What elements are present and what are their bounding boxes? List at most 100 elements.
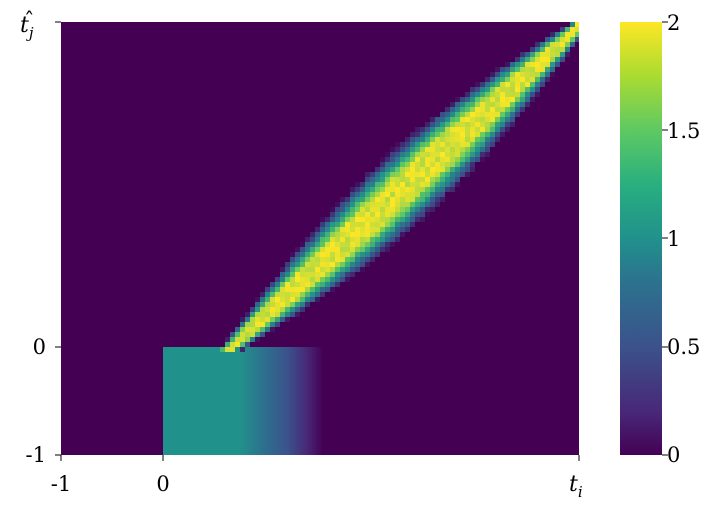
heatmap-cell [315,272,320,277]
heatmap-cell [350,237,355,242]
heatmap-cell [235,332,240,337]
heatmap-cell [480,152,485,157]
heatmap-cell [295,312,300,317]
heatmap-cell [575,27,579,32]
heatmap-cell [335,272,340,277]
heatmap-cell [310,242,315,247]
heatmap-cell [370,207,375,212]
heatmap-cell [320,222,325,227]
heatmap-cell [395,212,400,217]
heatmap-cell [315,277,320,282]
heatmap-cell [565,47,570,52]
heatmap-cell [540,72,545,77]
heatmap-cell [430,202,435,207]
heatmap-cell [365,182,370,187]
heatmap-cell [340,242,345,247]
heatmap-cell [415,127,420,132]
heatmap-cell [400,192,405,197]
heatmap-cell [245,322,250,327]
heatmap-cell [350,187,355,192]
heatmap-cell [385,242,390,247]
heatmap-cell [405,217,410,222]
heatmap-cell [380,162,385,167]
heatmap-cell [535,52,540,57]
heatmap-cell [320,242,325,247]
heatmap-cell [375,242,380,247]
heatmap-cell [300,307,305,312]
heatmap-cell [425,132,430,137]
heatmap-cell [355,267,360,272]
heatmap-cell [435,142,440,147]
heatmap-cell [320,237,325,242]
heatmap-cell [520,67,525,72]
heatmap-cell [335,207,340,212]
heatmap-cell [385,162,390,167]
heatmap-cell [415,157,420,162]
heatmap-cell [575,32,579,37]
heatmap-cell [355,257,360,262]
heatmap-cell [450,182,455,187]
heatmap-cell [420,167,425,172]
heatmap-cell [405,142,410,147]
heatmap-cell [370,212,375,217]
heatmap-cell [390,182,395,187]
heatmap-cell [450,137,455,142]
heatmap-cell [355,197,360,202]
heatmap-cell [465,147,470,152]
heatmap-cell [455,132,460,137]
heatmap-cell [495,97,500,102]
heatmap-cell [375,187,380,192]
heatmap-cell [305,242,310,247]
heatmap-cell [395,177,400,182]
heatmap-cell [320,247,325,252]
heatmap-cell [435,197,440,202]
heatmap-cell [460,152,465,157]
heatmap-cell [460,132,465,137]
y-axis-label: tj ˆ [20,9,35,42]
heatmap-cell [375,172,380,177]
heatmap-cell [365,237,370,242]
heatmap-cell [395,197,400,202]
heatmap-cell [390,167,395,172]
heatmap-cell [470,142,475,147]
heatmap-cell [370,227,375,232]
heatmap-cell [295,292,300,297]
heatmap-cell [515,102,520,107]
heatmap-cell [440,187,445,192]
heatmap-cell [400,177,405,182]
heatmap-cell [390,242,395,247]
heatmap-cell [535,77,540,82]
heatmap-cell [510,97,515,102]
heatmap-cell [565,52,570,57]
heatmap-cell [485,107,490,112]
heatmap-cell [335,247,340,252]
heatmap-cell [505,67,510,72]
heatmap-cell [545,52,550,57]
heatmap-cell [360,247,365,252]
heatmap-cell [500,107,505,112]
heatmap-cell [490,127,495,132]
heatmap-cell [460,122,465,127]
heatmap-cell [525,87,530,92]
heatmap-cell [430,207,435,212]
heatmap-cell [500,87,505,92]
heatmap-cell [410,132,415,137]
heatmap-cell [300,252,305,257]
heatmap-cell [455,97,460,102]
heatmap-cell [435,167,440,172]
heatmap-cell [525,102,530,107]
heatmap-cell [370,197,375,202]
heatmap-cell [250,317,255,322]
heatmap-cell [475,87,480,92]
heatmap-cell [385,217,390,222]
heatmap-cell [365,227,370,232]
heatmap-cell [430,142,435,147]
heatmap-cell [335,212,340,217]
heatmap-cell [350,257,355,262]
heatmap-cell [440,137,445,142]
heatmap-cell [405,187,410,192]
heatmap-cell [365,262,370,267]
heatmap-cell [405,172,410,177]
heatmap-cell [450,167,455,172]
heatmap-cell [320,257,325,262]
